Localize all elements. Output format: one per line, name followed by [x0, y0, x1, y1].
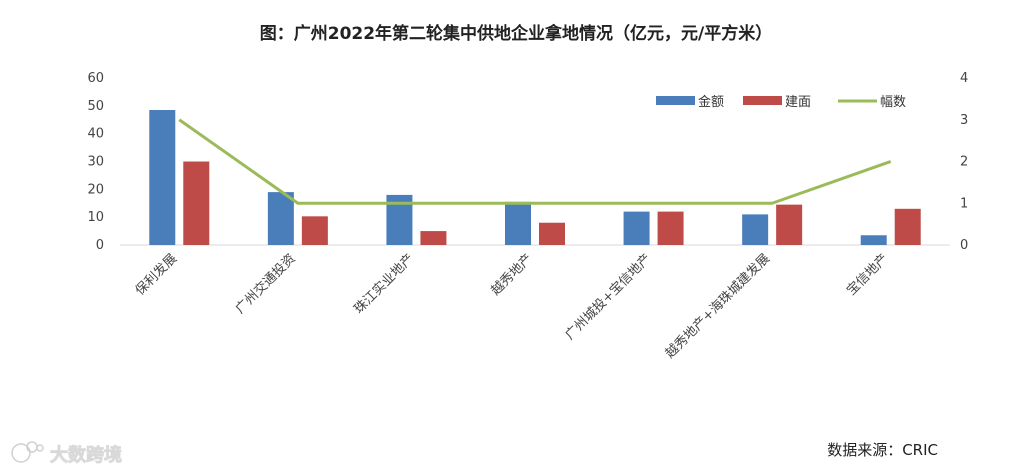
bar-floor-area [894, 208, 921, 245]
y-left-tick-label: 0 [96, 238, 104, 253]
plot-area: 0 10 20 30 40 50 60 0 1 2 3 4 保利发展 广州交通投资 珠江实业地产 越秀地产 广州… [87, 71, 968, 361]
legend-swatch [743, 96, 782, 105]
source-note: 数据来源：CRIC [827, 441, 938, 459]
line-plot-count [178, 118, 892, 205]
watermark-logo-icon [11, 441, 44, 463]
y-right-tick-label: 2 [960, 155, 968, 170]
y-left-tick-label: 60 [87, 71, 104, 86]
bar-amount [742, 214, 769, 245]
bar-amount [149, 110, 176, 245]
legend-label: 幅数 [880, 95, 906, 110]
bar-floor-area [539, 222, 565, 245]
legend-label: 金额 [698, 94, 724, 110]
y-left-tick-label: 20 [87, 182, 104, 197]
category-label: 珠江实业地产 [351, 251, 417, 317]
category-label: 保利发展 [132, 251, 180, 299]
bar-amount [505, 201, 531, 245]
category-label: 越秀地产 [488, 251, 535, 298]
watermark: 大数跨境 [11, 441, 122, 466]
y-left-tick-label: 10 [87, 210, 104, 225]
bar-floor-area [183, 161, 210, 245]
legend-swatch [656, 96, 695, 105]
bar-amount [267, 192, 294, 245]
y-left-tick-label: 50 [87, 99, 104, 114]
y-left-tick-label: 40 [87, 127, 104, 142]
legend: 金额 建面 幅数 [656, 94, 906, 110]
bar-floor-area [301, 216, 328, 245]
category-label: 广州城投+宝信地产 [562, 251, 655, 344]
y-right-tick-label: 4 [960, 71, 968, 86]
watermark-text: 大数跨境 [50, 444, 122, 466]
y-right-tick-label: 1 [960, 196, 968, 211]
bar-floor-area [657, 211, 684, 245]
category-label: 广州交通投资 [232, 251, 298, 317]
y-right-tick-label: 0 [960, 238, 968, 253]
y-left-tick-label: 30 [87, 155, 104, 170]
chart-title: 图：广州2022年第二轮集中供地企业拿地情况（亿元，元/平方米） [260, 23, 773, 44]
bar-floor-area [776, 204, 803, 245]
bar-amount [860, 235, 887, 245]
legend-label: 建面 [785, 95, 811, 110]
bar-floor-area [420, 231, 447, 245]
y-right-tick-label: 3 [960, 113, 968, 128]
bar-amount [623, 211, 650, 245]
category-label: 宝信地产 [844, 251, 891, 298]
category-label: 越秀地产+海珠城建发展 [662, 251, 773, 362]
